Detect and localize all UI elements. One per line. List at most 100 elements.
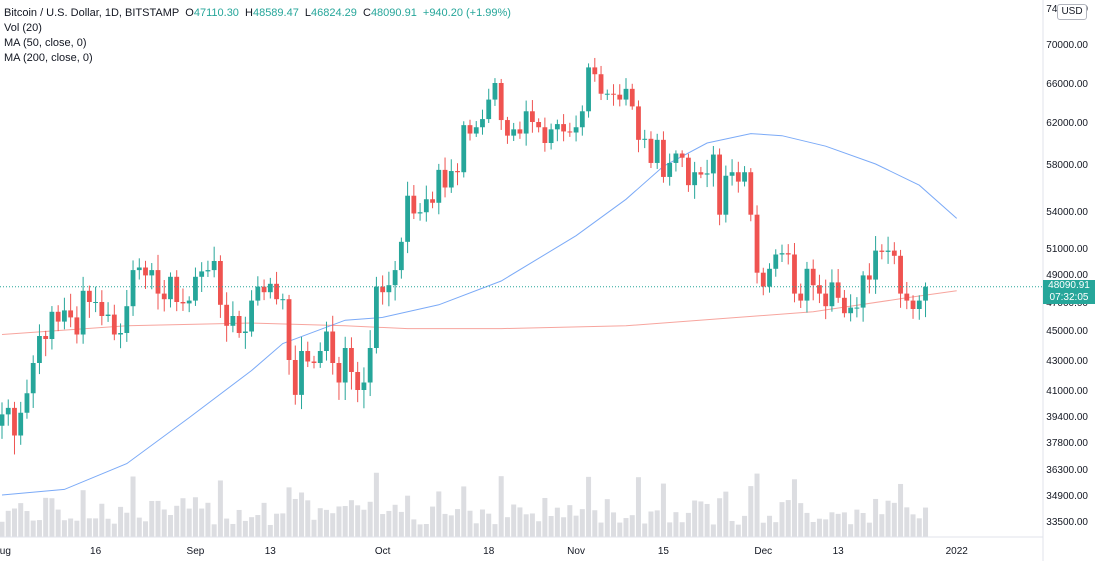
candle-body [149,270,155,276]
candle-body [143,267,148,276]
candle-body [486,99,492,120]
time-tick-label: 13 [833,546,845,557]
time-tick-label: Sep [187,546,205,557]
volume-bar [604,499,610,537]
candle-body [916,300,922,309]
volume-bar [24,511,30,537]
candle-body [461,125,467,173]
candle-body [904,293,910,301]
candle-body [598,74,604,94]
currency-button[interactable]: USD [1057,4,1087,20]
time-axis[interactable]: Aug 16 Sep 13 Oct 18 Nov 15 Dec 13 2022 [0,546,968,557]
volume-bar [348,500,354,537]
volume-bar [923,507,929,537]
time-tick-label: Dec [754,546,772,557]
volume-bar [748,486,754,537]
candle-body [773,254,779,269]
candle-body [336,363,342,383]
time-tick-label: 13 [265,546,277,557]
volume-bar [567,505,573,537]
candle-body [517,129,523,134]
volume-bar [186,508,192,537]
volume-bar [124,512,130,537]
volume-bar [891,502,897,537]
candle-body [742,172,747,182]
chart-legend: Bitcoin / U.S. Dollar, 1D, BITSTAMP O471… [4,6,514,66]
price-tick-label: 37800.00 [1046,438,1088,449]
volume-bar [224,518,230,537]
candle-body [810,268,816,286]
candle-body [698,172,704,175]
volume-bar [467,510,473,537]
ma50-legend-row[interactable]: MA (50, close, 0) [4,37,87,49]
candle-body [536,122,542,128]
candle-body [99,302,105,316]
candle-body [823,293,829,307]
candle-body [548,129,554,143]
price-tick-label: 58000.00 [1046,160,1088,171]
candle-body [130,270,136,307]
candle-body [174,276,180,302]
price-axis[interactable]: 74000.0070000.0066000.0062000.0058000.00… [1046,4,1088,528]
volume-bar [667,522,673,537]
candle-body [760,272,766,287]
volume-bar [99,503,105,537]
volume-legend-row[interactable]: Vol (20) [4,22,42,34]
candle-body [667,162,673,177]
candle-body [86,290,92,302]
volume-bar [255,515,261,537]
candle-body [49,311,55,339]
candle-body [648,138,654,163]
candle-body [455,171,460,173]
candle-body [261,286,267,293]
candle-body [530,111,535,122]
volume-bar [854,509,860,537]
candle-body [155,270,161,294]
volume-bar [573,515,579,537]
volume-bar [199,508,205,537]
candle-body [342,348,348,383]
price-tick-label: 43000.00 [1046,356,1088,367]
candle-body [923,286,928,301]
time-tick-label: 2022 [946,546,969,557]
volume-bar [860,512,866,537]
candle-body [448,171,454,188]
candle-body [124,306,130,333]
price-tick-label: 66000.00 [1046,79,1088,90]
candle-body [55,311,61,322]
volume-bar [0,521,5,537]
price-tick-label: 62000.00 [1046,118,1088,129]
candle-body [361,382,367,390]
volume-bar [30,520,36,537]
open-value: 47110.30 [193,7,239,19]
candle-body [723,175,729,215]
candle-body [748,172,754,215]
volume-bar [217,480,223,537]
volume-bar [5,510,11,537]
volume-bar [161,509,167,537]
candle-body [579,111,585,128]
candle-body [704,173,710,175]
price-tick-label: 41000.00 [1046,386,1088,397]
ma200-legend-row[interactable]: MA (200, close, 0) [4,52,93,64]
candle-body [205,270,211,272]
candle-body [37,336,42,363]
volume-bar [785,500,791,537]
candle-body [12,407,17,436]
volume-bar [617,522,623,537]
open-label: O [185,7,194,19]
volume-bar [692,500,698,537]
candle-body [230,316,236,326]
volume-bar [873,498,879,537]
candle-body [473,127,479,134]
candle-body [604,93,610,95]
candle-body [567,131,573,133]
volume-bar [492,524,498,537]
candle-body [505,120,510,136]
volume-bar [679,522,685,537]
volume-bar [143,521,149,537]
candle-body [43,336,49,339]
volume-bar [648,511,654,537]
